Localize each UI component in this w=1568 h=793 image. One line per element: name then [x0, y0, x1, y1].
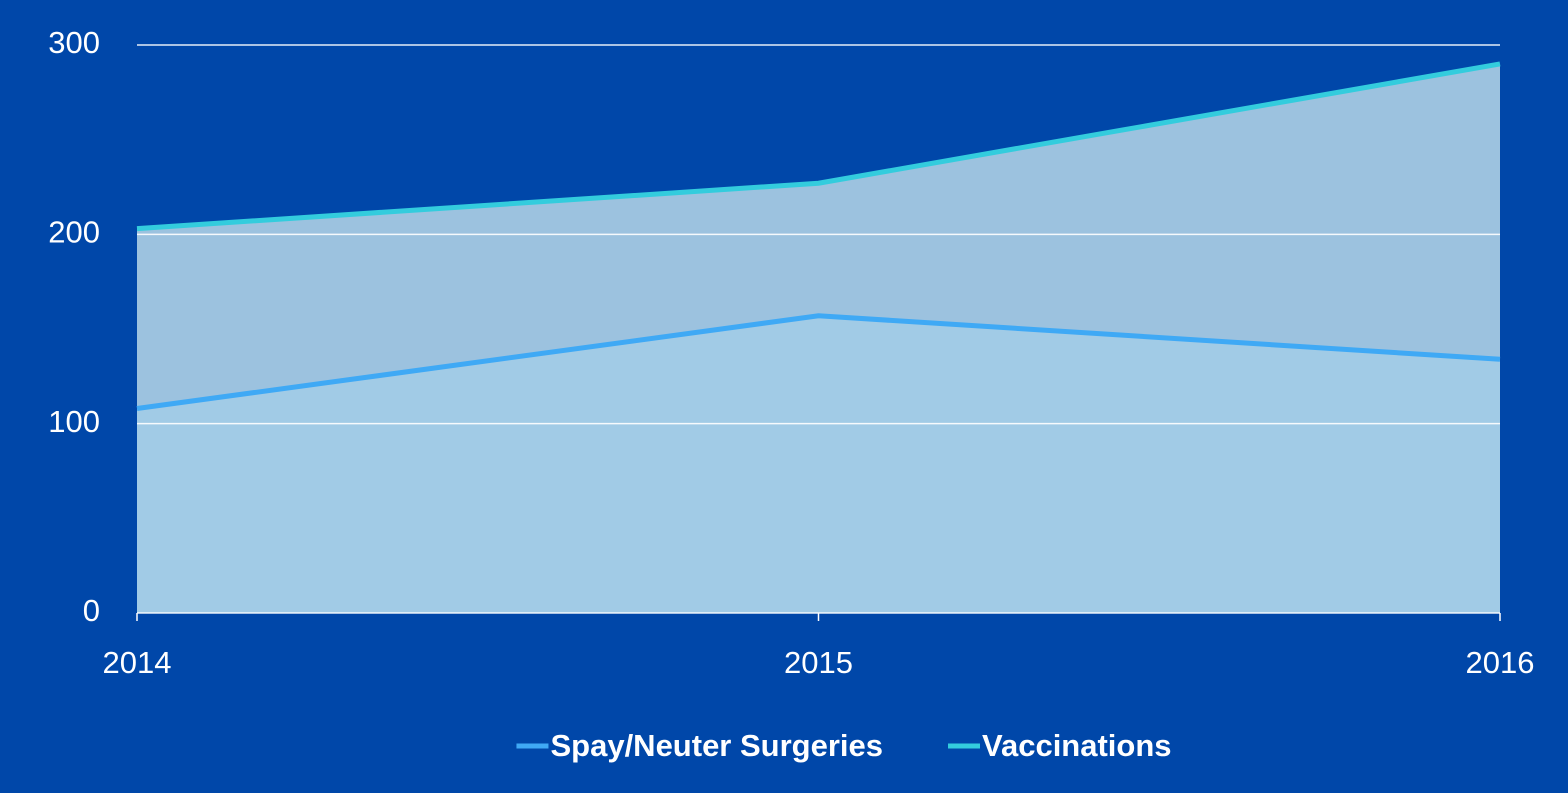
- x-tick-label: 2014: [103, 645, 172, 680]
- x-tick-label: 2015: [784, 645, 853, 680]
- legend-label: Spay/Neuter Surgeries: [550, 728, 883, 763]
- x-tick-label: 2016: [1466, 645, 1535, 680]
- y-tick-label: 200: [48, 215, 100, 250]
- line: [136, 61, 1501, 232]
- y-tick-label: 0: [83, 593, 100, 628]
- y-tick-label: 300: [48, 25, 100, 60]
- area: [137, 315, 1500, 613]
- y-tick-label: 100: [48, 404, 100, 439]
- legend-label: Vaccinations: [982, 728, 1172, 763]
- line: [136, 313, 1501, 411]
